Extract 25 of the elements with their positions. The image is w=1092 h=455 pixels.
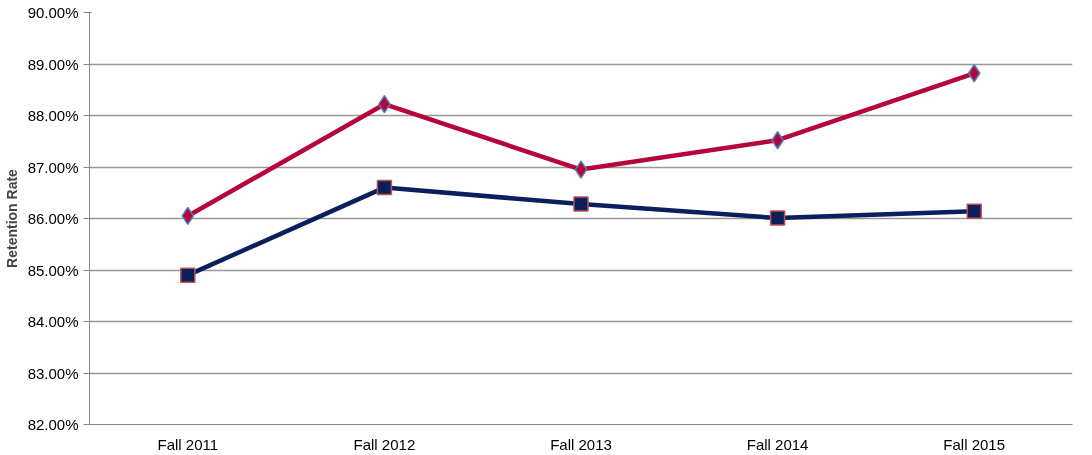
x-tick-label: Fall 2015 xyxy=(943,435,1006,453)
y-axis-title: Retention Rate xyxy=(3,168,20,268)
point xyxy=(376,179,393,196)
y-tick-label: 90.00% xyxy=(27,4,79,21)
point xyxy=(181,206,195,226)
y-tick-label: 87.00% xyxy=(27,158,79,176)
x-tick-label: Fall 2013 xyxy=(550,435,612,453)
y-tick-label: 82.00% xyxy=(27,416,79,433)
y-tick-label: 89.00% xyxy=(27,55,79,73)
point xyxy=(966,203,982,220)
y-tick-label: 86.00% xyxy=(27,210,79,227)
point xyxy=(573,196,589,212)
y-tick-label: 83.00% xyxy=(27,364,79,382)
point xyxy=(967,64,981,83)
x-tick-label: Fall 2012 xyxy=(353,435,416,453)
y-tick-label: 84.00% xyxy=(27,313,79,330)
x-tick-label: Fall 2011 xyxy=(157,435,219,453)
point xyxy=(377,94,391,114)
point xyxy=(769,210,786,226)
point xyxy=(574,160,588,179)
point xyxy=(771,130,785,150)
y-tick-label: 88.00% xyxy=(27,107,79,124)
y-tick-label: 85.00% xyxy=(27,261,79,279)
point xyxy=(180,267,196,283)
x-tick-label: Fall 2014 xyxy=(746,435,809,453)
